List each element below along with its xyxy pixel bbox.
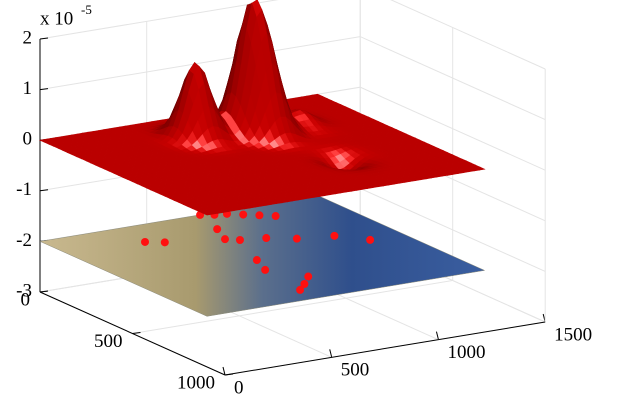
z-tick (40, 89, 48, 90)
x-tick-label: 0 (234, 377, 244, 398)
z-exponent-power: -5 (81, 2, 92, 17)
z-tick-label: 0 (23, 129, 33, 150)
z-tick-label: -2 (16, 230, 32, 251)
point (366, 236, 374, 244)
x-axis (225, 322, 545, 375)
z-tick-label: 1 (23, 78, 33, 99)
point (255, 211, 263, 219)
z-tick (40, 38, 48, 39)
z-tick-label: -3 (16, 280, 32, 301)
point (330, 232, 338, 240)
point (293, 235, 301, 243)
point (236, 236, 244, 244)
y-tick-label: 500 (94, 331, 123, 352)
z-tick-label: 2 (23, 27, 33, 48)
grid-line (40, 0, 545, 69)
x-tick-label: 1500 (554, 324, 592, 345)
point (141, 238, 149, 246)
x-tick-label: 500 (341, 360, 370, 381)
point (221, 235, 229, 243)
point (262, 234, 270, 242)
z-tick (40, 291, 48, 292)
chart: x 10 -5 05001000150005001000-3-2-1012 (0, 0, 625, 401)
point (161, 238, 169, 246)
point (213, 225, 221, 233)
z-tick (40, 190, 48, 191)
z-tick-label: -1 (16, 179, 32, 200)
point (300, 280, 308, 288)
y-tick-label: 1000 (177, 372, 215, 393)
point (239, 211, 247, 219)
y-tick (133, 333, 141, 334)
surface (40, 0, 485, 215)
point (272, 212, 280, 220)
point (304, 273, 312, 281)
z-exponent-base: x 10 (40, 8, 73, 29)
point (253, 256, 261, 264)
x-tick-label: 1000 (447, 342, 485, 363)
point (261, 266, 269, 274)
